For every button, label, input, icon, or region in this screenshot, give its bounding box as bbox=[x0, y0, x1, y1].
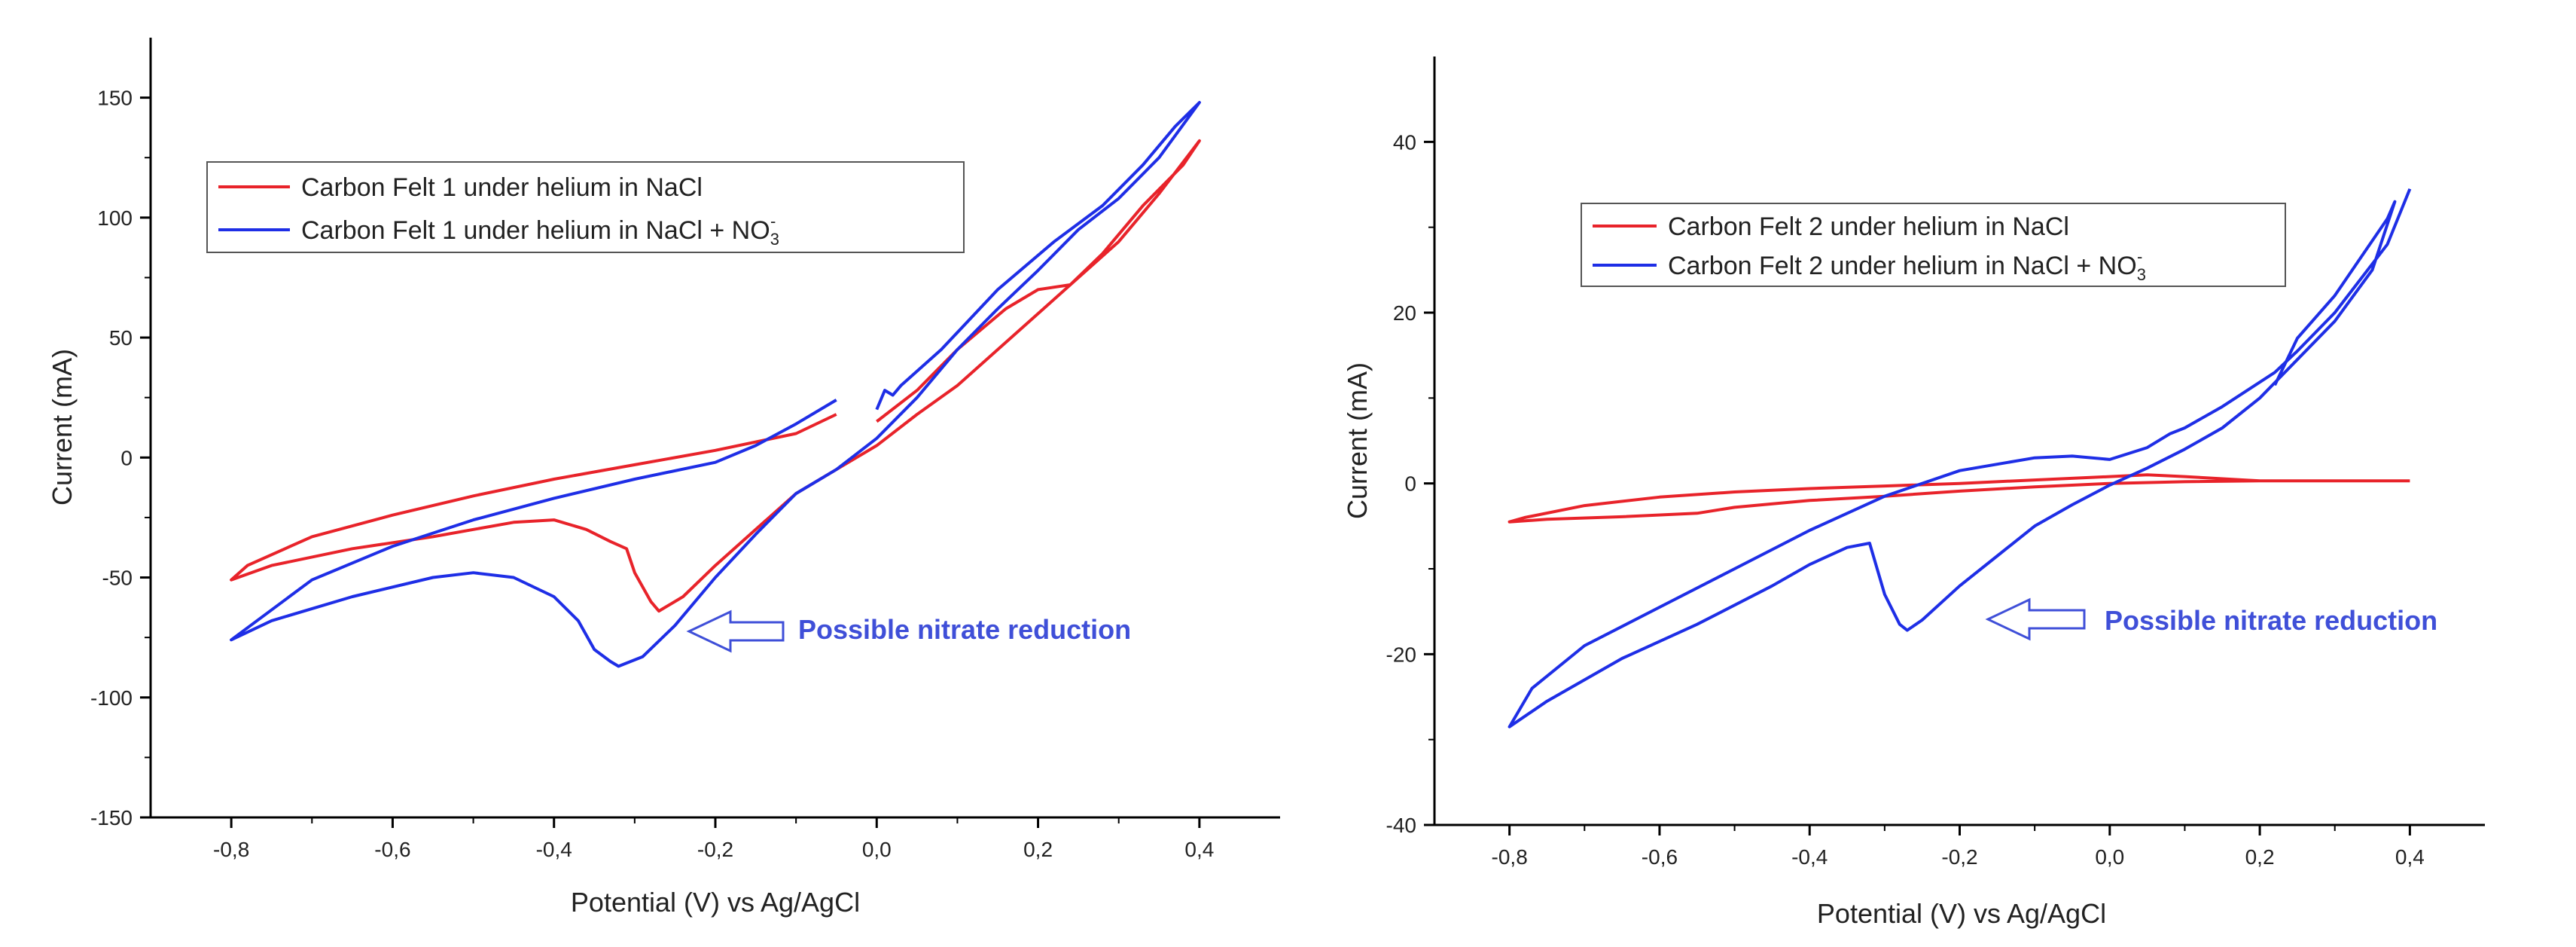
y-tick-label-right: 40 bbox=[1393, 130, 1416, 154]
legend-label-blue-right: Carbon Felt 2 under helium in NaCl + NO3… bbox=[1668, 247, 2146, 284]
x-tick-label-left: 0,4 bbox=[1184, 838, 1214, 861]
legend-label-blue-left-sub: 3 bbox=[770, 230, 779, 249]
y-tick-label-left: 50 bbox=[109, 326, 133, 350]
x-axis-title-left: Potential (V) vs Ag/AgCl bbox=[571, 887, 860, 918]
legend-label-blue-right-sub: 3 bbox=[2137, 265, 2146, 284]
y-tick-label-left: -100 bbox=[90, 686, 133, 710]
legend-label-blue-left-sup: - bbox=[770, 212, 776, 231]
plot-area-left bbox=[151, 38, 1280, 817]
x-tick-label-left: -0,8 bbox=[213, 838, 249, 861]
x-tick-label-left: -0,4 bbox=[536, 838, 572, 861]
series-line-left-red bbox=[230, 139, 1201, 613]
series-left bbox=[230, 101, 1201, 668]
y-tick-label-right: -40 bbox=[1386, 814, 1416, 837]
x-axis-title-right: Potential (V) vs Ag/AgCl bbox=[1817, 898, 2106, 929]
x-tick-label-right: -0,2 bbox=[1941, 845, 1977, 869]
y-tick-label-left: 150 bbox=[97, 87, 133, 110]
y-axis-title-right: Current (mA) bbox=[1342, 362, 1373, 519]
y-tick-label-right: 0 bbox=[1404, 472, 1416, 496]
legend-label-blue-left: Carbon Felt 1 under helium in NaCl + NO3… bbox=[301, 212, 779, 249]
y-tick-label-left: -150 bbox=[90, 806, 133, 829]
legend-label-blue-right-sup: - bbox=[2137, 247, 2142, 266]
x-tick-label-left: 0,2 bbox=[1023, 838, 1053, 861]
x-tick-label-right: 0,2 bbox=[2245, 845, 2275, 869]
y-tick-label-left: 0 bbox=[120, 446, 133, 469]
x-ticks-left: -0,8 -0,6 -0,4 -0,2 0,0 0,2 0,4 bbox=[213, 817, 1214, 861]
x-tick-label-right: -0,4 bbox=[1791, 845, 1828, 869]
series-line-right-red bbox=[1507, 473, 2410, 524]
series-line-right-blue bbox=[1507, 188, 2412, 729]
chart-right: -40 -20 0 20 40 -0,8 -0,6 -0,4 -0,2 0,0 0,2 0,4 Po… bbox=[1342, 57, 2485, 929]
annotation-arrow-left bbox=[686, 609, 785, 653]
x-tick-label-left: 0,0 bbox=[862, 838, 892, 861]
y-tick-label-left: -50 bbox=[102, 567, 133, 590]
legend-label-blue-left-main: Carbon Felt 1 under helium in NaCl + NO bbox=[301, 216, 770, 245]
y-axis-title-left: Current (mA) bbox=[47, 349, 78, 506]
x-tick-label-right: -0,6 bbox=[1642, 845, 1678, 869]
annotation-text-left: Possible nitrate reduction bbox=[798, 614, 1131, 645]
legend-label-red-left: Carbon Felt 1 under helium in NaCl bbox=[301, 173, 703, 202]
x-tick-label-right: 0,0 bbox=[2095, 845, 2124, 869]
legend-box-left bbox=[206, 161, 965, 253]
legend-box-right bbox=[1581, 203, 2286, 287]
series-line-left-blue bbox=[230, 101, 1201, 668]
legend-left: Carbon Felt 1 under helium in NaCl Carbo… bbox=[206, 161, 965, 253]
legend-label-red-right: Carbon Felt 2 under helium in NaCl bbox=[1668, 212, 2069, 241]
annotation-arrow-right bbox=[1985, 597, 2086, 641]
y-tick-label-left: 100 bbox=[97, 206, 133, 230]
legend-label-blue-right-main: Carbon Felt 2 under helium in NaCl + NO bbox=[1668, 252, 2137, 280]
x-tick-label-left: -0,2 bbox=[697, 838, 733, 861]
x-ticks-right: -0,8 -0,6 -0,4 -0,2 0,0 0,2 0,4 bbox=[1492, 825, 2425, 869]
annotation-text-right: Possible nitrate reduction bbox=[2105, 605, 2437, 636]
x-tick-label-left: -0,6 bbox=[374, 838, 410, 861]
x-tick-label-right: -0,8 bbox=[1492, 845, 1528, 869]
y-tick-label-right: -20 bbox=[1386, 643, 1416, 666]
x-tick-label-right: 0,4 bbox=[2395, 845, 2425, 869]
series-right bbox=[1507, 188, 2412, 729]
y-ticks-right: -40 -20 0 20 40 bbox=[1386, 130, 1434, 837]
y-tick-label-right: 20 bbox=[1393, 301, 1416, 325]
legend-right: Carbon Felt 2 under helium in NaCl Carbo… bbox=[1581, 203, 2286, 287]
y-ticks-left: -150 -100 -50 0 50 100 150 bbox=[90, 87, 151, 829]
